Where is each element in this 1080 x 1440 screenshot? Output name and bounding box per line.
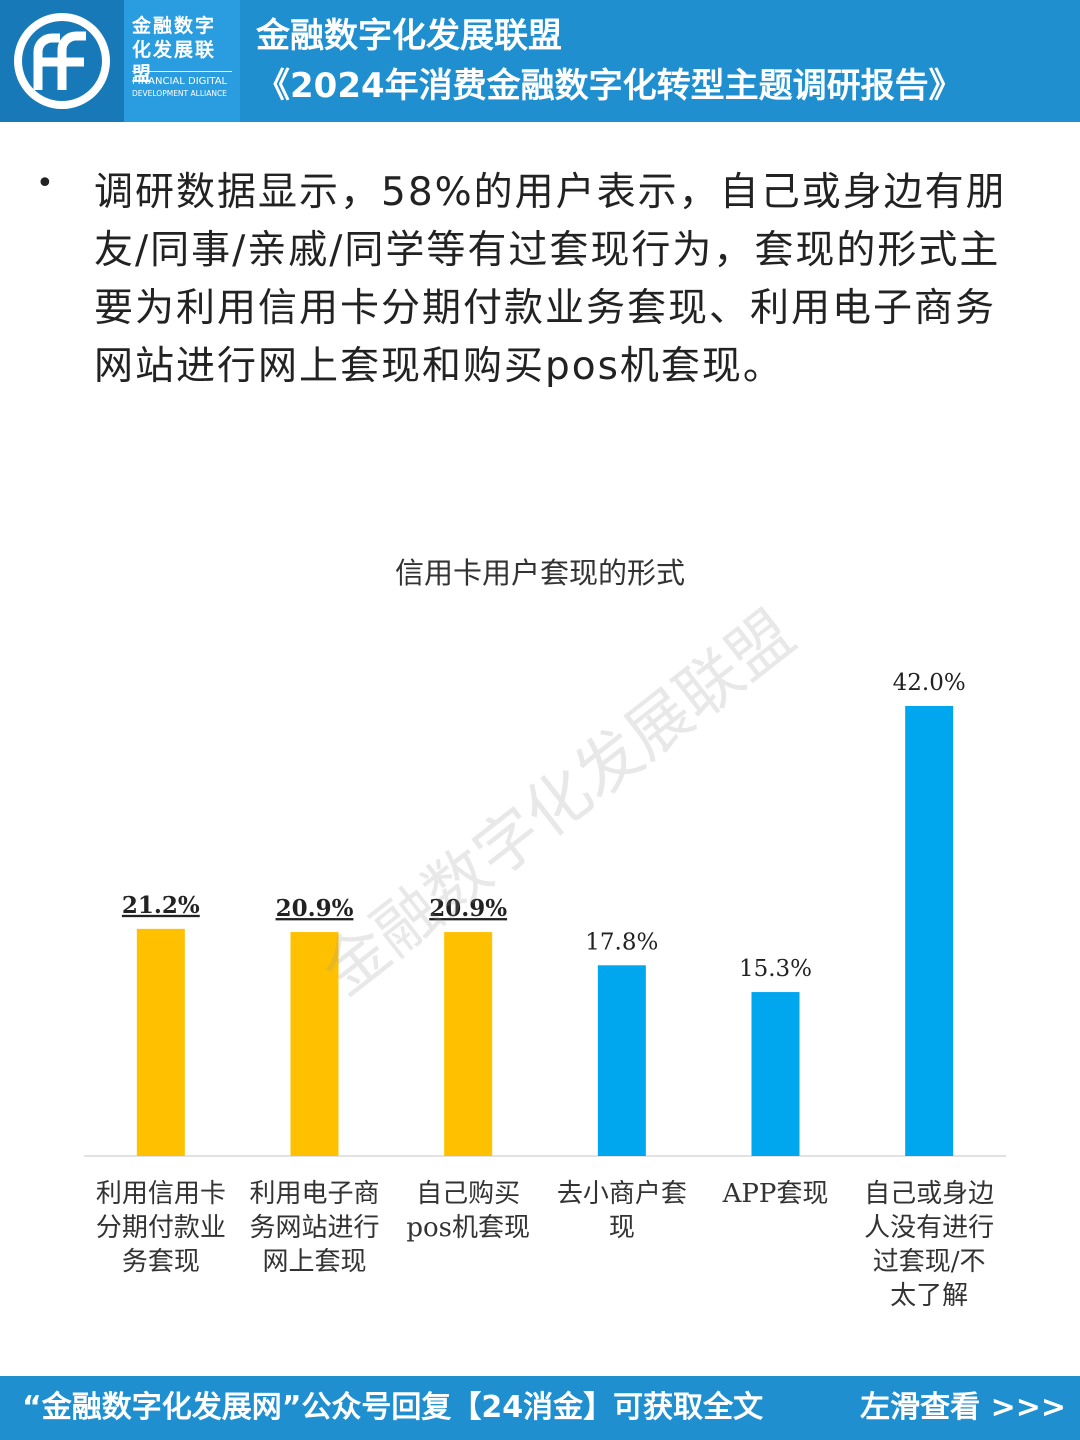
- data-label-5: 42.0%: [893, 670, 966, 696]
- data-label-4: 15.3%: [739, 956, 812, 982]
- logo-en-line2: DEVELOPMENT ALLIANCE: [132, 89, 227, 98]
- bar-chart: 21.2% 利用信用卡分期付款业务套现 20.9% 利用电子商务网站进行网上套现 20.…: [84, 670, 1006, 1311]
- logo-en-text: FINANCIAL DIGITAL DEVELOPMENT ALLIANCE: [132, 76, 242, 100]
- category-label-5-1: 人没有进行: [864, 1213, 994, 1243]
- bar-0: [136, 928, 185, 1156]
- bar-3: [597, 965, 646, 1156]
- category-label-0-0: 利用信用卡: [96, 1179, 226, 1209]
- category-label-5-0: 自己或身边: [864, 1179, 994, 1209]
- data-label-0: 21.2%: [122, 892, 200, 919]
- category-label-1-1: 务网站进行: [249, 1213, 379, 1243]
- alliance-logo: [0, 0, 124, 122]
- bar-5: [905, 706, 954, 1156]
- header-title: 金融数字化发展联盟: [256, 16, 562, 56]
- logo-divider: [132, 71, 232, 72]
- category-label-2-0: 自己购买: [416, 1179, 520, 1209]
- category-label-1-2: 网上套现: [262, 1247, 366, 1277]
- category-label-3-0: 去小商户套: [557, 1179, 687, 1209]
- footer-bar: “金融数字化发展网”公众号回复【24消金】可获取全文 左滑查看 >>>: [0, 1376, 1080, 1440]
- data-label-1: 20.9%: [276, 895, 354, 922]
- logo-en-line1: FINANCIAL DIGITAL: [132, 76, 228, 87]
- logo-cn-text: 金融数字化发展联盟: [132, 15, 217, 85]
- chart-title: 信用卡用户套现的形式: [394, 556, 685, 590]
- category-label-2-1: pos机套现: [406, 1213, 530, 1243]
- category-label-3-1: 现: [609, 1213, 635, 1243]
- body-paragraph: 调研数据显示，58%的用户表示，自己或身边有朋友/同事/亲戚/同学等有过套现行为…: [94, 170, 1007, 389]
- footer-promo-text: “金融数字化发展网”公众号回复【24消金】可获取全文: [22, 1390, 764, 1425]
- header-subtitle: 《2024年消费金融数字化转型主题调研报告》: [256, 66, 963, 106]
- category-label-5-3: 太了解: [890, 1281, 968, 1311]
- category-label-4-0: APP套现: [722, 1179, 829, 1209]
- data-label-3: 17.8%: [585, 929, 658, 955]
- swipe-hint[interactable]: 左滑查看 >>>: [860, 1390, 1066, 1425]
- category-label-0-1: 分期付款业: [96, 1213, 226, 1243]
- bullet-dot: •: [36, 166, 54, 201]
- category-label-5-2: 过套现/不: [873, 1247, 986, 1277]
- category-label-0-2: 务套现: [122, 1247, 200, 1277]
- bar-1: [290, 932, 339, 1156]
- data-label-2: 20.9%: [429, 895, 507, 922]
- header-bar: 金融数字化发展联盟 FINANCIAL DIGITAL DEVELOPMENT …: [0, 0, 1080, 122]
- bar-2: [444, 932, 493, 1156]
- alliance-logo-icon: [14, 13, 110, 109]
- logo-text-area: 金融数字化发展联盟 FINANCIAL DIGITAL DEVELOPMENT …: [124, 0, 240, 122]
- bar-4: [751, 992, 800, 1156]
- category-label-1-0: 利用电子商: [249, 1179, 379, 1209]
